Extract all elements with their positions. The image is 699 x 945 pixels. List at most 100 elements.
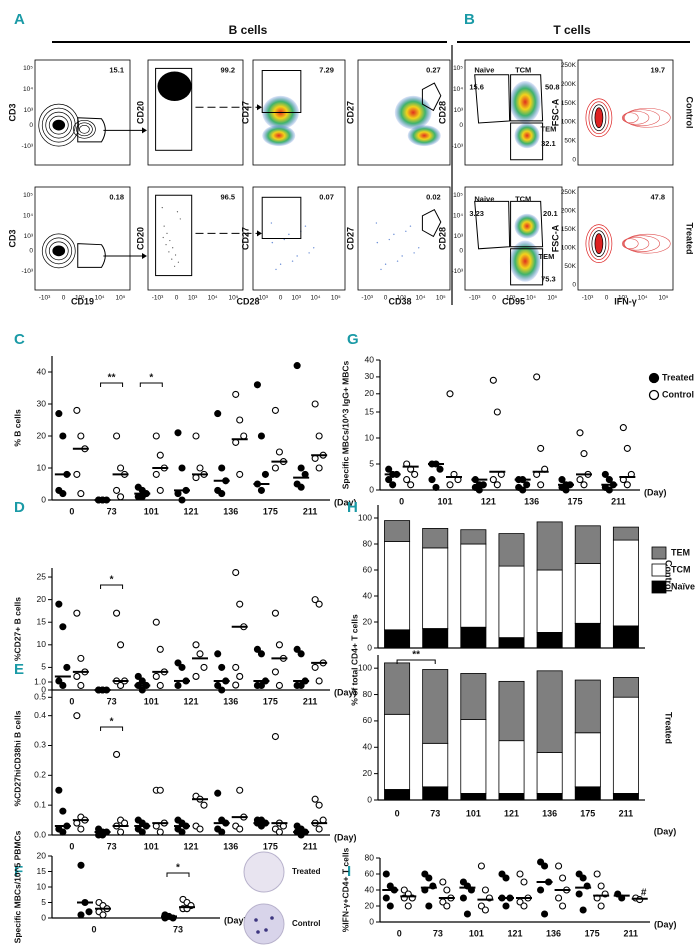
gate-label: 96.5: [220, 192, 235, 201]
data-point: [77, 654, 85, 662]
y-tick-label: 1.0: [34, 676, 46, 686]
data-point: [555, 862, 563, 870]
flow-y-tick: 10³: [24, 107, 34, 114]
y-tick-label: 5: [41, 662, 46, 672]
data-point: [579, 906, 587, 914]
flow-density: [262, 125, 296, 147]
data-point: [218, 464, 226, 472]
legend-label: Treated: [662, 372, 694, 382]
data-point: [178, 464, 186, 472]
data-point: [59, 828, 67, 836]
flow-event: [388, 238, 390, 241]
y-tick-label: 20: [363, 616, 373, 626]
flow-y-tick: 10³: [454, 233, 464, 240]
flow-y-tick: 200K: [561, 81, 577, 88]
data-point: [214, 789, 222, 797]
flow-contour: [624, 107, 671, 128]
data-point: [493, 481, 501, 489]
bar-segment: [422, 742, 449, 788]
flow-y-label: FSC-A: [550, 224, 560, 252]
x-tick-label: 175: [263, 841, 278, 851]
flow-x-tick: -10³: [256, 295, 268, 302]
flow-event: [296, 255, 298, 257]
data-point: [134, 672, 142, 680]
bar-segment: [460, 529, 487, 545]
data-point: [138, 828, 146, 836]
y-tick-label: 30: [37, 398, 47, 408]
y-tick-label: 60: [363, 715, 373, 725]
bar-segment: [498, 793, 525, 801]
data-point: [271, 668, 279, 676]
flow-x-tick: 10⁵: [436, 295, 446, 302]
section-title: T cells: [553, 23, 591, 37]
data-point: [200, 663, 208, 671]
data-point: [117, 681, 125, 690]
y-tick-label: 100: [358, 512, 372, 522]
y-tick-label: 0.3: [34, 740, 46, 750]
flow-y-label: CD27: [240, 101, 250, 124]
flow-x-tick: 10³: [506, 295, 516, 302]
flow-y-label: CD27: [240, 227, 250, 250]
bar-segment: [384, 713, 411, 790]
bar-segment: [460, 626, 487, 649]
x-tick-label: 73: [173, 924, 183, 934]
bar-segment: [384, 789, 411, 801]
flow-plot-frame: [357, 59, 451, 166]
y-tick-label: 20: [37, 850, 47, 860]
flow-y-label: CD3: [7, 103, 17, 121]
data-point: [403, 476, 411, 484]
x-tick-label: 101: [144, 506, 159, 516]
data-point: [232, 390, 240, 398]
data-point: [59, 623, 67, 631]
data-point: [516, 870, 524, 878]
data-point: [297, 681, 305, 690]
flow-plot-frame: [464, 59, 563, 166]
x-tick-label: 101: [437, 496, 452, 506]
flow-event: [174, 254, 177, 256]
data-point: [315, 677, 323, 685]
y-tick-label: 0: [41, 912, 46, 922]
bar-segment: [498, 637, 525, 649]
data-point: [271, 609, 279, 617]
flow-gate: [421, 208, 442, 238]
data-point: [73, 672, 81, 680]
data-point: [73, 712, 81, 720]
data-point: [520, 902, 528, 910]
data-point: [117, 493, 125, 501]
bar-segment: [574, 563, 601, 624]
y-tick-label: 15: [37, 866, 47, 876]
data-point: [459, 894, 467, 902]
row-label: Control: [685, 97, 695, 129]
data-point: [156, 451, 164, 459]
well-image: [243, 903, 285, 945]
y-tick-label: 60: [363, 564, 373, 574]
x-axis-label: (Day): [654, 826, 677, 836]
well-image: [243, 851, 285, 893]
flow-plot-frame: [34, 186, 131, 291]
data-point: [489, 476, 497, 484]
data-point: [428, 476, 436, 484]
data-point: [541, 910, 549, 918]
flow-y-tick: 100K: [561, 119, 577, 126]
data-point: [382, 894, 390, 902]
data-point: [623, 481, 631, 489]
y-tick-label: 0: [41, 494, 46, 504]
flow-contour: [594, 107, 604, 129]
data-point: [196, 825, 204, 833]
flow-y-tick: 10⁴: [453, 86, 463, 93]
x-tick-label: 175: [580, 808, 595, 818]
flow-x-label: CD28: [236, 296, 259, 306]
data-point: [218, 490, 226, 498]
bar-segment: [384, 541, 411, 631]
flow-y-tick: 10⁴: [23, 86, 33, 93]
bar-segment: [384, 662, 411, 715]
flow-plot-frame: [252, 59, 346, 166]
flow-contour: [41, 233, 76, 269]
data-point: [236, 786, 244, 794]
data-point: [232, 438, 240, 446]
bar-segment: [422, 547, 449, 629]
flow-event: [409, 225, 412, 227]
gate-label: 0.02: [426, 192, 441, 201]
x-tick-label: 211: [303, 696, 318, 706]
data-point: [297, 650, 305, 658]
